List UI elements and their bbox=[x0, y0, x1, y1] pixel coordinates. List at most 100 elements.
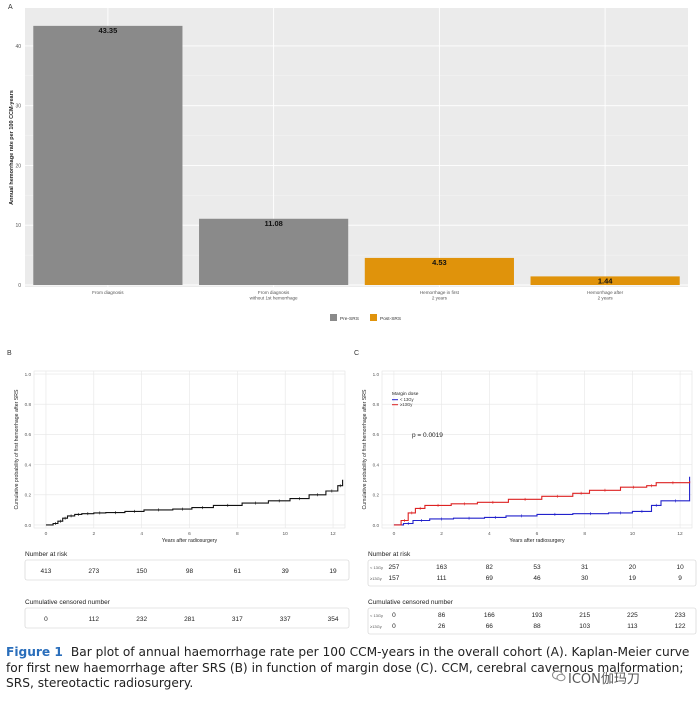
km-curve-c bbox=[393, 481, 691, 526]
legend-key-a bbox=[330, 314, 337, 321]
risk-table-c-cell: 46 bbox=[533, 575, 541, 582]
x-tick-label-a: Hemorrhage after bbox=[587, 290, 623, 295]
risk-table-c-cell: 82 bbox=[486, 564, 494, 571]
censored-table-c-cell: 66 bbox=[486, 623, 494, 630]
x-tick-label-c: 0 bbox=[393, 531, 396, 537]
bar bbox=[530, 276, 680, 285]
bar-value-label: 11.08 bbox=[264, 219, 282, 228]
y-tick-label-a: 10 bbox=[15, 223, 21, 229]
x-tick-label-a: 2 years bbox=[432, 296, 448, 301]
censored-table-b-cell: 317 bbox=[232, 616, 243, 623]
censored-table-c-box bbox=[367, 607, 697, 635]
risk-table-b-cell: 150 bbox=[136, 568, 147, 575]
legend-key-a bbox=[370, 314, 377, 321]
risk-table-c-cell: 69 bbox=[486, 575, 494, 582]
bar bbox=[33, 25, 183, 285]
figure-caption: Figure 1 Bar plot of annual haemorrhage r… bbox=[6, 645, 696, 692]
x-tick-label-b: 12 bbox=[330, 531, 336, 537]
risk-table-c-row-label: < 13Gy bbox=[370, 565, 383, 570]
censored-table-b-title: Cumulative censored number bbox=[25, 599, 111, 606]
risk-table-b-cell: 39 bbox=[282, 568, 290, 575]
risk-table-b-cell: 98 bbox=[186, 568, 194, 575]
y-axis-label-a: Annual hemorrhage rate per 100 CCM-years bbox=[9, 90, 15, 205]
bar-value-label: 4.53 bbox=[432, 258, 447, 267]
risk-table-b-title: Number at risk bbox=[25, 551, 68, 558]
x-tick-label-c: 8 bbox=[583, 531, 586, 537]
risk-table-c-cell: 9 bbox=[678, 575, 682, 582]
x-tick-label-b: 4 bbox=[140, 531, 143, 537]
y-tick-label-c: 0.8 bbox=[373, 402, 380, 407]
censored-table-b-cell: 112 bbox=[89, 616, 100, 623]
censored-table-c-cell: 103 bbox=[579, 623, 590, 630]
risk-table-c-box bbox=[367, 559, 697, 587]
legend-title-c: Margin dose bbox=[392, 391, 419, 397]
bar bbox=[364, 257, 514, 285]
risk-table-c-cell: 111 bbox=[437, 575, 447, 582]
bar-value-label: 1.44 bbox=[598, 276, 613, 285]
watermark: ICON伽玛刀 bbox=[568, 672, 640, 687]
y-tick-label-c: 0.0 bbox=[373, 523, 380, 528]
x-tick-label-c: 6 bbox=[536, 531, 539, 537]
x-tick-label-c: 2 bbox=[440, 531, 443, 537]
risk-table-c-cell: 163 bbox=[436, 564, 447, 571]
censored-table-c-cell: 122 bbox=[675, 623, 686, 630]
censored-table-c-cell: 0 bbox=[392, 623, 396, 630]
y-tick-label-c: 0.2 bbox=[373, 493, 380, 498]
censored-table-b-cell: 281 bbox=[184, 616, 195, 623]
censored-table-c-cell: 26 bbox=[438, 623, 446, 630]
x-tick-label-c: 10 bbox=[630, 531, 636, 537]
x-tick-label-a: 2 years bbox=[598, 296, 614, 301]
y-tick-label-b: 0.8 bbox=[25, 402, 32, 407]
risk-table-b-cell: 413 bbox=[41, 568, 52, 575]
y-tick-label-a: 20 bbox=[15, 163, 21, 169]
risk-table-b-cell: 273 bbox=[88, 568, 99, 575]
panel-label-c: C bbox=[354, 350, 359, 357]
censored-table-b-cell: 0 bbox=[44, 616, 48, 623]
y-tick-label-a: 40 bbox=[15, 44, 21, 50]
censored-table-b-cell: 232 bbox=[136, 616, 147, 623]
risk-table-b-cell: 19 bbox=[329, 568, 337, 575]
wechat-icon bbox=[552, 670, 566, 682]
x-tick-label-a: without 1st hemorrhage bbox=[250, 296, 298, 301]
risk-table-c-title: Number at risk bbox=[368, 551, 411, 558]
x-tick-label-a: From diagnosis bbox=[92, 290, 124, 295]
censored-table-c-cell: 215 bbox=[579, 612, 590, 619]
bar bbox=[199, 218, 349, 285]
risk-table-b-box bbox=[24, 559, 350, 581]
censored-table-c-cell: 225 bbox=[627, 612, 638, 619]
censored-table-b-cell: 337 bbox=[280, 616, 291, 623]
legend-label-c: < 13Gy bbox=[400, 397, 415, 402]
y-tick-label-a: 0 bbox=[18, 283, 21, 289]
x-tick-label-a: Hemorrhage in first bbox=[420, 290, 460, 295]
risk-table-c-cell: 19 bbox=[629, 575, 637, 582]
x-tick-label-b: 0 bbox=[45, 531, 48, 537]
y-tick-label-b: 1.0 bbox=[25, 372, 32, 377]
y-axis-label-c: Cumulative probability of first hemorrha… bbox=[362, 389, 368, 509]
censored-table-c-cell: 113 bbox=[627, 623, 638, 630]
km-curve-c bbox=[393, 476, 691, 526]
censored-table-c-title: Cumulative censored number bbox=[368, 599, 454, 606]
x-tick-label-c: 4 bbox=[488, 531, 491, 537]
y-tick-label-b: 0.2 bbox=[25, 493, 32, 498]
censored-table-b-box bbox=[24, 607, 350, 629]
caption-text: Bar plot of annual haemorrhage rate per … bbox=[6, 645, 690, 690]
x-tick-label-b: 2 bbox=[92, 531, 95, 537]
risk-table-c-cell: 10 bbox=[676, 564, 684, 571]
x-tick-label-c: 12 bbox=[677, 531, 683, 537]
y-tick-label-c: 0.6 bbox=[373, 432, 380, 437]
risk-table-c-cell: 20 bbox=[629, 564, 637, 571]
km-curve-b bbox=[45, 479, 344, 526]
risk-table-c-cell: 53 bbox=[533, 564, 541, 571]
risk-table-c-cell: 157 bbox=[388, 575, 399, 582]
y-tick-label-b: 0.6 bbox=[25, 432, 32, 437]
figure-label: Figure 1 bbox=[6, 645, 63, 659]
y-axis-label-b: Cumulative probability of first hemorrha… bbox=[14, 389, 20, 509]
risk-table-c-row-label: ≥13Gy bbox=[370, 576, 382, 581]
legend-label-c: ≥13Gy bbox=[400, 402, 413, 407]
panel-label-b: B bbox=[7, 350, 12, 357]
x-tick-label-b: 6 bbox=[188, 531, 191, 537]
legend-label-a: Pre-SRS bbox=[340, 316, 359, 322]
risk-table-c-cell: 31 bbox=[581, 564, 589, 571]
y-tick-label-b: 0.4 bbox=[25, 462, 32, 467]
